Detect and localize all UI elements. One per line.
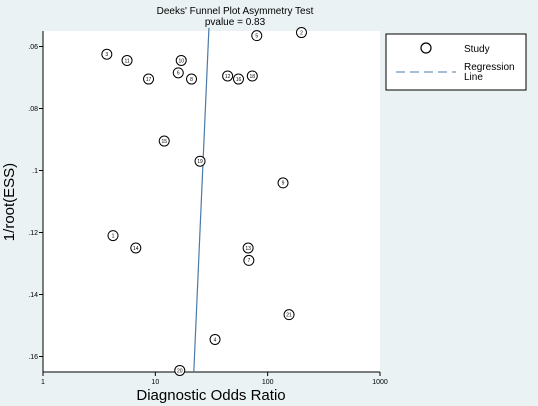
study-point-label: 1 [112,233,115,239]
study-point-label: 14 [133,246,139,252]
study-point-label: 19 [197,159,203,165]
study-point: 13 [242,242,254,254]
y-tick-label: .08 [28,106,38,113]
study-point: 19 [194,155,206,167]
legend-study-marker [420,42,432,54]
x-axis-title: Diagnostic Odds Ratio [136,387,285,404]
chart-subtitle: pvalue = 0.83 [205,17,266,28]
study-point: 12 [222,70,234,82]
study-point-label: 2 [300,30,303,36]
study-point: 14 [130,242,142,254]
study-point: 7 [243,254,255,266]
study-point-marker [158,135,170,147]
study-point-marker [243,254,255,266]
study-point-label: 7 [247,258,250,264]
y-tick-label: .12 [28,230,38,237]
study-point-label: 15 [161,139,167,145]
study-point: 18 [246,70,258,82]
study-point-label: 4 [214,337,217,343]
y-tick-label: .1 [32,168,38,175]
study-point-marker [174,364,186,376]
study-point-marker [121,54,133,66]
study-point-marker [143,73,155,85]
y-tick-label: .16 [28,354,38,361]
study-point-marker [277,177,289,189]
legend-study-label: Study [464,44,490,55]
study-point: 15 [158,135,170,147]
plot-area [43,31,380,372]
ticks-layer: 1 10 100 1000 .06 .08 .1 .12 .14 .16 [28,44,388,386]
study-point: 20 [174,364,186,376]
study-point-label: 11 [124,58,129,64]
study-point-label: 9 [282,181,285,187]
study-point: 3 [101,48,113,60]
chart-title: Deeks' Funnel Plot Asymmetry Test [157,6,314,17]
study-point-label: 12 [225,74,231,80]
study-point-marker [172,67,184,79]
study-point: 5 [251,30,263,42]
study-point-label: 21 [286,312,292,318]
legend-box [385,33,527,91]
x-tick-label: 100 [262,379,274,386]
x-tick-label: 10 [151,379,159,386]
study-point: 2 [295,27,307,39]
legend-regression-label: Regression Line [464,62,517,83]
study-point: 6 [172,67,184,79]
study-point-label: 8 [190,77,193,83]
legend: Study Regression Line [385,33,527,91]
y-tick-label: .14 [28,292,38,299]
study-point-label: 16 [236,77,242,83]
study-point-marker [246,70,258,82]
regression-layer [193,27,210,373]
y-tick-label: .06 [28,44,38,51]
study-point-label: 17 [146,77,152,83]
study-point-marker [209,333,221,345]
study-point: 1 [107,230,119,242]
study-point-marker [130,242,142,254]
study-point-label: 20 [177,368,183,374]
study-point-marker [295,27,307,39]
study-point: 11 [121,54,133,66]
study-point-marker [251,30,263,42]
study-point-marker [194,155,206,167]
study-point-marker [233,73,245,85]
study-point-marker [186,73,198,85]
study-point-marker [242,242,254,254]
study-point-marker [175,54,187,66]
study-point-label: 5 [255,33,258,39]
study-point-marker [107,230,119,242]
study-point-label: 3 [105,52,108,58]
study-point-label: 18 [250,74,256,80]
study-point: 9 [277,177,289,189]
study-point: 8 [186,73,198,85]
x-tick-label: 1000 [372,379,388,386]
regression-line [193,27,210,373]
study-point: 17 [143,73,155,85]
study-point-marker [222,70,234,82]
x-tick-label: 1 [41,379,45,386]
study-point-label: 13 [245,246,251,252]
study-point: 10 [175,54,187,66]
y-axis-title: 1/root(ESS) [1,163,18,241]
study-point: 21 [283,309,295,321]
study-point-marker [283,309,295,321]
study-point-marker [101,48,113,60]
study-point: 16 [233,73,245,85]
study-point-label: 10 [178,58,184,64]
study-point: 4 [209,333,221,345]
study-point-label: 6 [177,71,180,77]
